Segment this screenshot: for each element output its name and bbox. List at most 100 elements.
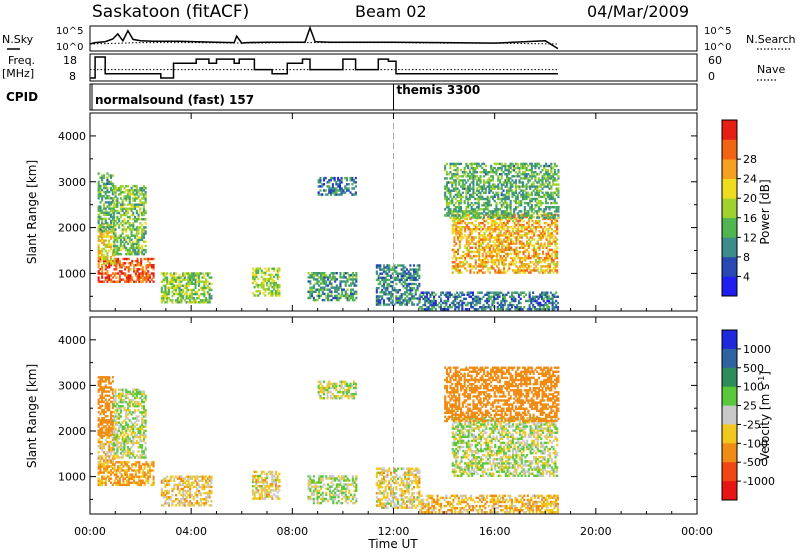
heatmap-cell — [145, 477, 148, 480]
heatmap-cell — [115, 262, 118, 265]
heatmap-cell — [451, 212, 454, 215]
heatmap-cell — [119, 189, 122, 192]
heatmap-cell — [110, 440, 113, 444]
heatmap-cell — [152, 280, 155, 283]
heatmap-cell — [546, 177, 549, 180]
heatmap-cell — [276, 271, 279, 274]
heatmap-cell — [550, 261, 553, 264]
heatmap-cell — [488, 185, 491, 188]
heatmap-cell — [466, 301, 469, 305]
heatmap-cell — [449, 166, 452, 170]
heatmap-cell — [497, 267, 500, 270]
heatmap-cell — [506, 226, 509, 229]
heatmap-cell — [481, 271, 484, 274]
heatmap-cell — [497, 175, 500, 178]
heatmap-cell — [121, 454, 124, 457]
heatmap-cell — [518, 181, 521, 184]
heatmap-cell — [465, 162, 468, 166]
heatmap-cell — [178, 284, 181, 287]
heatmap-cell — [328, 191, 331, 194]
heatmap-cell — [547, 242, 550, 245]
heatmap-cell — [132, 234, 135, 237]
heatmap-cell — [126, 242, 129, 246]
heatmap-cell — [187, 284, 190, 287]
heatmap-cell — [550, 177, 553, 180]
heatmap-cell — [340, 187, 343, 190]
heatmap-cell — [538, 234, 541, 237]
heatmap-cell — [129, 274, 132, 277]
heatmap-cell — [382, 301, 385, 304]
heatmap-cell — [132, 240, 135, 243]
heatmap-cell — [129, 477, 132, 480]
heatmap-cell — [141, 278, 144, 281]
heatmap-cell — [526, 256, 529, 260]
heatmap-cell — [500, 177, 503, 180]
heatmap-cell — [318, 294, 321, 298]
heatmap-cell — [106, 419, 109, 422]
heatmap-cell — [130, 193, 133, 196]
heatmap-cell — [525, 197, 528, 201]
heatmap-cell — [510, 242, 513, 245]
heatmap-cell — [461, 195, 464, 199]
heatmap-cell — [458, 183, 461, 186]
heatmap-cell — [495, 236, 498, 239]
heatmap-cell — [106, 211, 109, 214]
heatmap-cell — [463, 187, 466, 190]
heatmap-cell — [404, 297, 407, 300]
heatmap-cell — [349, 191, 352, 194]
heatmap-cell — [547, 228, 550, 231]
heatmap-cell — [114, 238, 117, 241]
heatmap-cell — [251, 275, 254, 279]
heatmap-cell — [545, 252, 548, 256]
heatmap-cell — [391, 289, 394, 292]
heatmap-cell — [143, 475, 146, 478]
heatmap-cell — [388, 299, 391, 302]
heatmap-cell — [316, 288, 319, 291]
heatmap-cell — [425, 306, 428, 309]
heatmap-cell — [517, 250, 520, 254]
heatmap-cell — [106, 213, 109, 216]
heatmap-cell — [545, 256, 548, 260]
heatmap-cell — [411, 303, 414, 306]
heatmap-cell — [445, 162, 448, 166]
heatmap-cell — [483, 265, 486, 268]
heatmap-cell — [314, 272, 317, 275]
heatmap-cell — [541, 183, 544, 186]
heatmap-cell — [519, 297, 522, 301]
heatmap-cell — [121, 446, 124, 449]
heatmap-cell — [99, 459, 102, 462]
heatmap-cell — [106, 406, 109, 410]
heatmap-cell — [139, 207, 142, 210]
heatmap-cell — [513, 236, 516, 239]
heatmap-cell — [201, 299, 204, 302]
heatmap-cell — [525, 168, 528, 172]
heatmap-cell — [485, 219, 488, 223]
heatmap-cell — [522, 242, 525, 245]
heatmap-cell — [550, 234, 553, 237]
heatmap-cell — [112, 448, 115, 451]
heatmap-cell — [556, 254, 559, 258]
heatmap-cell — [125, 454, 128, 457]
heatmap-cell — [391, 266, 394, 269]
heatmap-cell — [111, 483, 114, 487]
heatmap-cell — [490, 212, 493, 215]
heatmap-cell — [108, 217, 111, 221]
heatmap-cell — [271, 267, 274, 270]
heatmap-cell — [545, 228, 548, 231]
heatmap-cell — [97, 197, 100, 200]
heatmap-cell — [138, 278, 141, 281]
heatmap-cell — [144, 232, 147, 235]
heatmap-cell — [511, 228, 514, 231]
heatmap-cell — [97, 423, 100, 426]
heatmap-cell — [132, 211, 135, 215]
heatmap-cell — [106, 251, 109, 255]
heatmap-cell — [420, 308, 423, 311]
heatmap-cell — [518, 269, 521, 272]
heatmap-cell — [518, 216, 521, 219]
heatmap-cell — [491, 175, 494, 178]
heatmap-cell — [321, 274, 324, 277]
heatmap-cell — [342, 191, 345, 194]
heatmap-cell — [514, 179, 517, 182]
heatmap-cell — [175, 278, 178, 281]
